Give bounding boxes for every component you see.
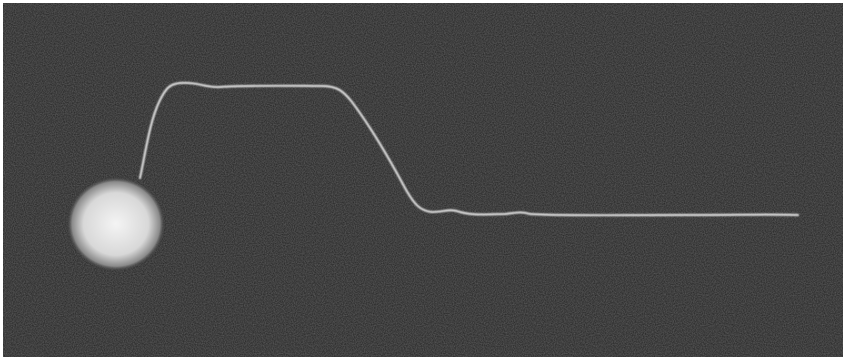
bright-spot [66,176,166,272]
oscilloscope-photo [0,0,846,360]
page [0,0,846,360]
